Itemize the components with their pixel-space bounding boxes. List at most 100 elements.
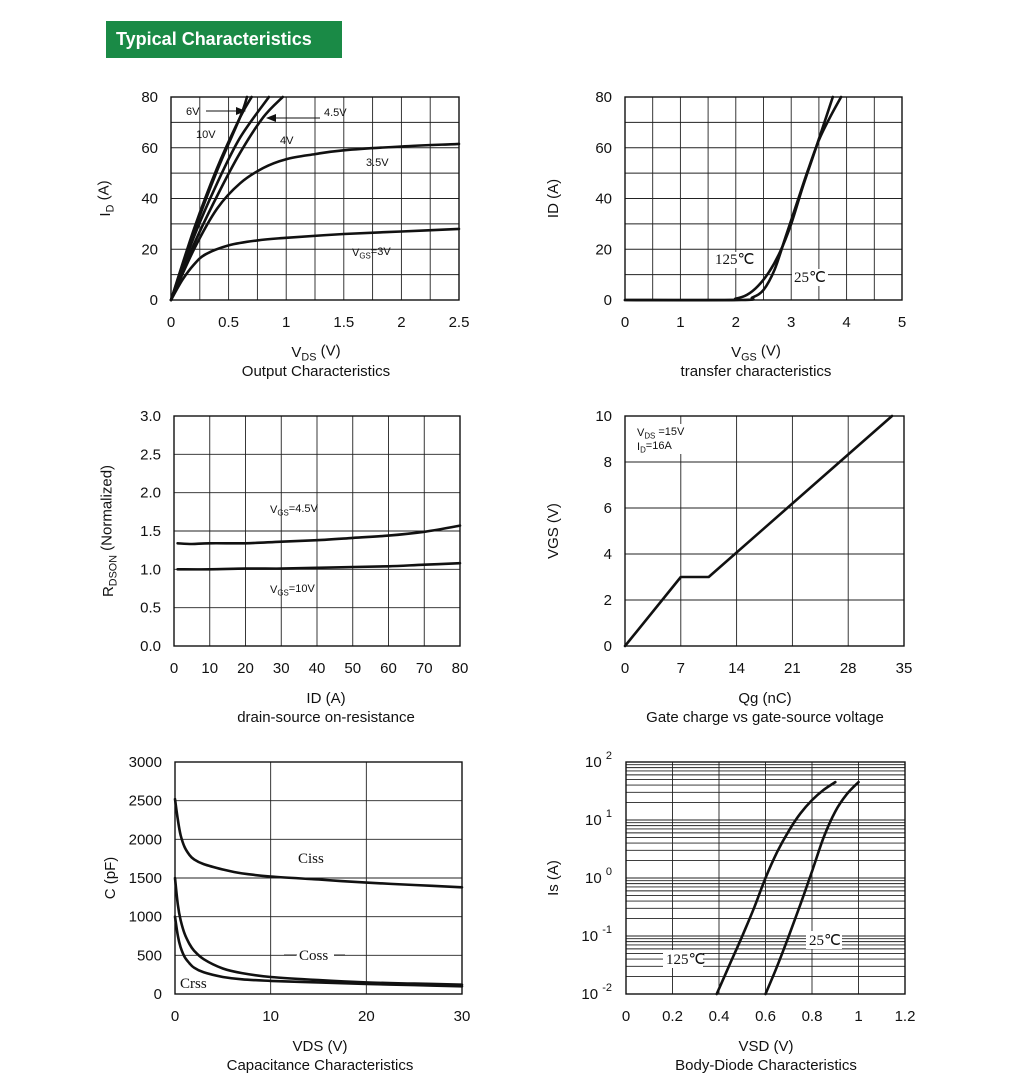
- y-tick-label: 3.0: [140, 408, 161, 425]
- chart-gatecharge: 0 7 14 21 28 35 0 2 4 6 8 10 Qg (nC) VGS (V) Gate char…: [545, 408, 912, 726]
- section-title-banner: Typical Characteristics: [106, 21, 342, 58]
- grid: [625, 416, 904, 646]
- chart-output: 0 0.5 1 1.5 2 2.5 0 20 40 60 80 VDS (V) ID (A) Output…: [96, 89, 470, 380]
- y-tick-label: 10 1: [585, 808, 612, 829]
- y-tick-label: 3000: [129, 754, 162, 771]
- y-tick-label: 500: [137, 947, 162, 964]
- series-line: [176, 524, 462, 546]
- curve-label: 3.5V: [366, 157, 389, 169]
- series-group: [173, 797, 464, 988]
- grid: [625, 97, 902, 300]
- x-tick-label: 14: [728, 660, 745, 677]
- y-tick-label: 2.5: [140, 446, 161, 463]
- x-tick-label: 2: [732, 314, 740, 331]
- series-line: [173, 797, 464, 889]
- series-line: [169, 95, 284, 302]
- series-line: [764, 780, 860, 996]
- curve-label: 4V: [280, 135, 294, 147]
- y-tick-label: 80: [595, 89, 612, 106]
- annotations: Ciss Coss Crss: [180, 851, 345, 992]
- x-tick-label: 0.2: [662, 1008, 683, 1025]
- series-group: [715, 780, 860, 996]
- y-axis-label: ID (A): [96, 180, 117, 216]
- x-tick-label: 1.5: [333, 314, 354, 331]
- x-tick-label: 1.2: [895, 1008, 916, 1025]
- series-line: [623, 95, 843, 302]
- x-tick-label: 35: [896, 660, 913, 677]
- y-tick-label: 10: [595, 408, 612, 425]
- y-tick-label: 10 -2: [581, 982, 612, 1003]
- x-tick-label: 21: [784, 660, 801, 677]
- y-tick-label: 1.5: [140, 523, 161, 540]
- curve-label: 6V: [186, 106, 200, 118]
- y-tick-label: 60: [595, 140, 612, 157]
- x-axis-label: VSD (V): [738, 1038, 793, 1055]
- y-tick-label: 20: [595, 241, 612, 258]
- curve-label: 25℃: [809, 933, 841, 949]
- x-tick-label: 20: [358, 1008, 375, 1025]
- label-backdrop: [633, 424, 693, 454]
- y-tick-label: 10 2: [585, 750, 612, 771]
- y-tick-label: 0: [604, 292, 612, 309]
- y-tick-label: 2000: [129, 831, 162, 848]
- series-line: [715, 780, 837, 996]
- plot-frame: [624, 96, 903, 301]
- y-tick-label: 10 -1: [581, 924, 612, 945]
- x-tick-label: 10: [262, 1008, 279, 1025]
- series-group: [623, 95, 843, 302]
- x-tick-label: 50: [344, 660, 361, 677]
- curve-label: Crss: [180, 976, 207, 992]
- chart-capacitance: 0 10 20 30 0 500 1000 1500 2000 2500 3000 VDS (V) C …: [102, 754, 470, 1074]
- y-tick-label: 0: [604, 638, 612, 655]
- chart-caption: Gate charge vs gate-source voltage: [646, 709, 884, 726]
- curve-label: Coss: [299, 948, 328, 964]
- curve-label: 125℃: [666, 952, 705, 968]
- label-backdrop: [663, 950, 703, 968]
- series-group: [176, 524, 462, 571]
- curve-label: ID=16A: [637, 440, 672, 455]
- x-tick-label: 0.6: [755, 1008, 776, 1025]
- y-tick-label: 6: [604, 500, 612, 517]
- y-axis-label: C (pF): [102, 857, 119, 900]
- y-tick-label: 0: [154, 986, 162, 1003]
- series-line: [173, 876, 464, 986]
- x-tick-label: 10: [201, 660, 218, 677]
- y-tick-label: 4: [604, 546, 612, 563]
- x-tick-label: 30: [454, 1008, 471, 1025]
- series-line: [169, 227, 461, 302]
- plot-frame: [170, 96, 460, 301]
- x-tick-label: 0: [171, 1008, 179, 1025]
- x-tick-label: 0: [621, 660, 629, 677]
- x-axis-label: VDS (V): [292, 1038, 347, 1055]
- curve-label: Ciss: [298, 851, 324, 867]
- y-tick-label: 10 0: [585, 866, 612, 887]
- y-axis-label: ID (A): [545, 179, 562, 218]
- x-tick-label: 20: [237, 660, 254, 677]
- label-backdrop: [792, 269, 828, 286]
- y-axis-label: Is (A): [545, 860, 562, 896]
- x-tick-label: 0: [170, 660, 178, 677]
- curve-label: VGS=4.5V: [270, 503, 318, 518]
- chart-rdson: 0 10 20 30 40 50 60 70 80 0.0 0.5 1.0 1.5 2.0 2.5 3.0 ID…: [99, 408, 469, 726]
- curve-label: 25℃: [794, 270, 826, 286]
- annotations: 125℃ 25℃: [663, 931, 842, 968]
- chart-bodydiode: 0 0.2 0.4 0.6 0.8 1 1.2 10 -2 10 -1 10 0 10 1 10 2 V…: [545, 750, 915, 1074]
- y-tick-label: 60: [141, 140, 158, 157]
- label-backdrop: [713, 252, 753, 268]
- curve-label: 4.5V: [324, 107, 347, 119]
- y-tick-label: 2.0: [140, 485, 161, 502]
- label-backdrop: [806, 931, 842, 949]
- x-tick-label: 5: [898, 314, 906, 331]
- grid: [175, 762, 462, 994]
- series-line: [173, 915, 464, 988]
- series-group: [623, 414, 894, 648]
- x-tick-label: 2.5: [449, 314, 470, 331]
- chart-caption: Body-Diode Characteristics: [675, 1057, 857, 1074]
- x-tick-label: 2: [397, 314, 405, 331]
- x-tick-label: 0: [621, 314, 629, 331]
- annotations: 6V 10V 4.5V 4V 3.5V VGS=3V: [186, 106, 391, 261]
- x-tick-label: 0: [167, 314, 175, 331]
- x-tick-label: 4: [842, 314, 850, 331]
- plot-frame: [173, 415, 461, 647]
